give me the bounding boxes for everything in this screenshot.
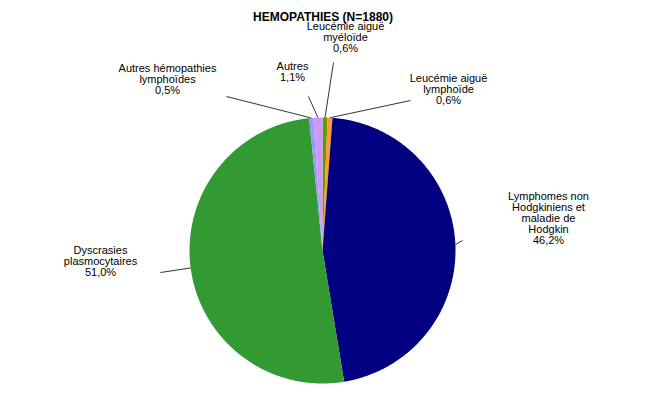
svg-text:Leucémie aiguëlymphoïde0,6%: Leucémie aiguëlymphoïde0,6% (410, 72, 488, 106)
svg-text:Autres hémopathieslymphoïdes0,: Autres hémopathieslymphoïdes0,5% (119, 62, 217, 96)
svg-text:HEMOPATHIES (N=1880): HEMOPATHIES (N=1880) (253, 10, 393, 24)
svg-text:Dyscrasiesplasmocytaires51,0%: Dyscrasiesplasmocytaires51,0% (64, 244, 138, 278)
svg-text:Leucémie aiguëmyéloïde0,6%: Leucémie aiguëmyéloïde0,6% (307, 20, 385, 54)
svg-text:Lymphomes nonHodgkiniens etmal: Lymphomes nonHodgkiniens etmaladie deHod… (508, 190, 589, 246)
svg-text:Autres1,1%: Autres1,1% (277, 60, 309, 83)
